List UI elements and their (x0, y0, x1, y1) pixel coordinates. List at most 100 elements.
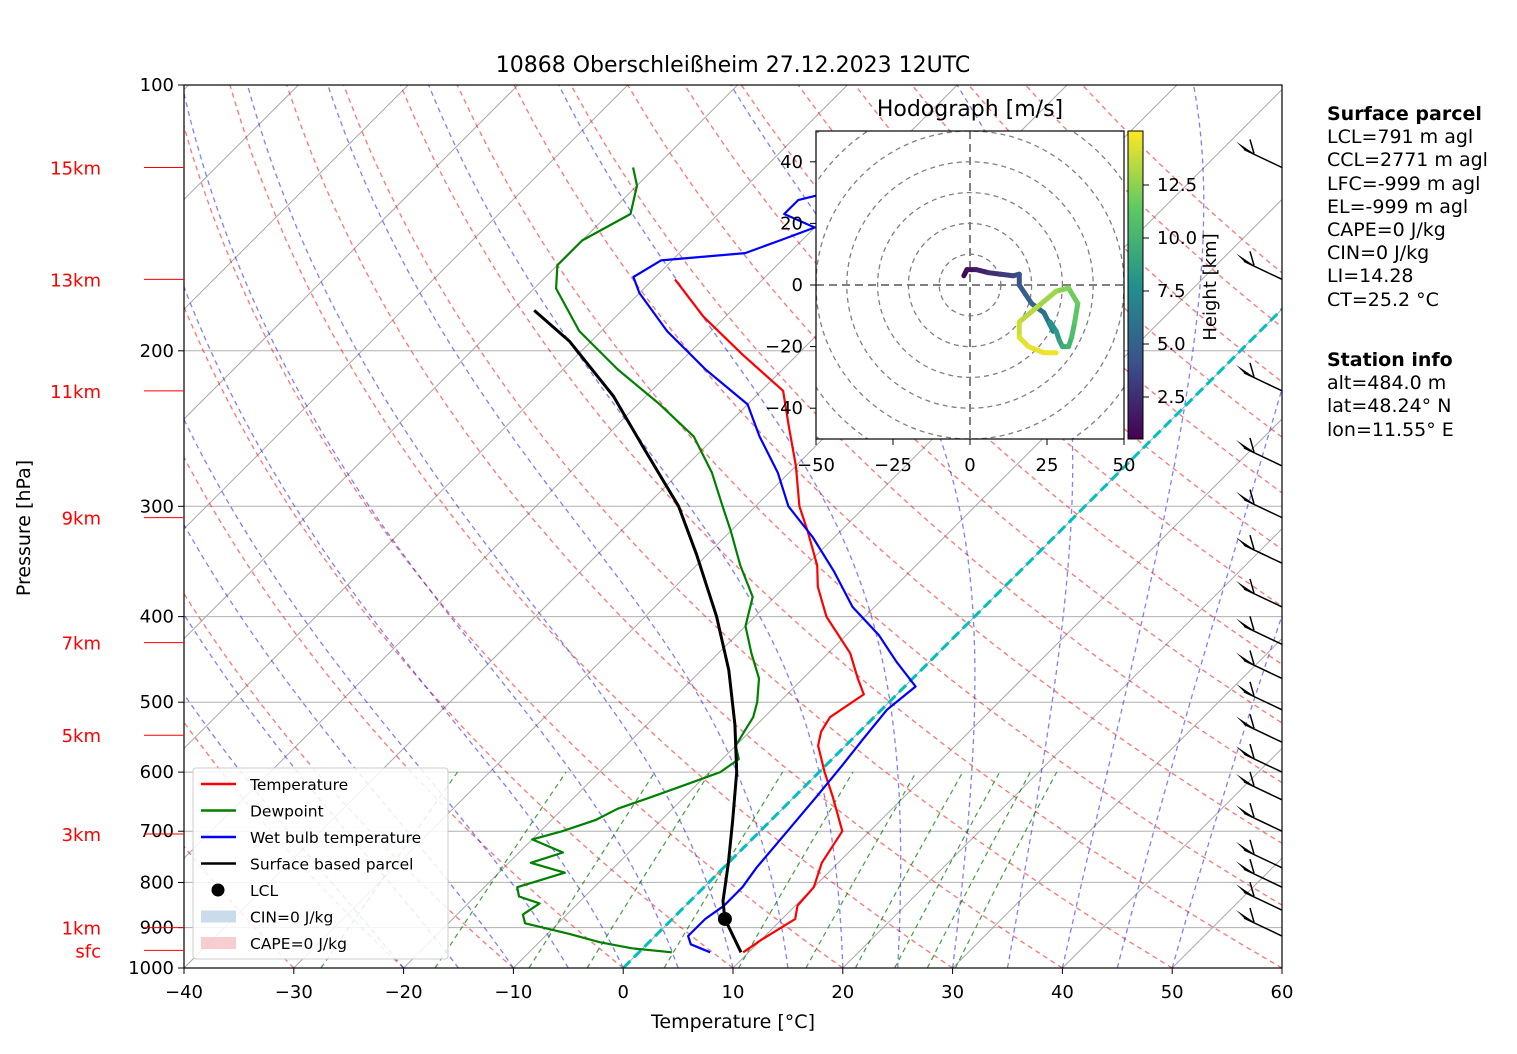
wind-barb (1236, 881, 1283, 911)
surface-line: LFC=-999 m agl (1327, 172, 1481, 195)
dry-adiabat-line (911, 85, 1282, 438)
barb-pennant (1236, 439, 1254, 452)
wind-barb (1236, 714, 1283, 743)
hodograph-y-tick-label: −40 (765, 398, 803, 419)
sounding-profiles (516, 166, 941, 954)
height-label: sfc (75, 941, 101, 962)
barb-staff (1243, 891, 1283, 911)
height-label: 11km (50, 382, 101, 403)
surface-line: CT=25.2 °C (1327, 288, 1439, 311)
wind-barb (1236, 681, 1283, 711)
wind-barb (1236, 803, 1283, 832)
x-tick-label: 40 (1051, 982, 1074, 1003)
barb-staff (1243, 659, 1283, 680)
isotherm-line (513, 198, 1282, 968)
y-tick-label: 200 (140, 341, 174, 362)
y-tick-label: 1000 (128, 958, 174, 979)
hodograph-segment (1066, 285, 1081, 306)
wind-barb (1236, 535, 1283, 564)
barb-pennant (1236, 491, 1254, 504)
station-line: alt=484.0 m (1327, 372, 1447, 395)
wind-barb (1236, 907, 1283, 937)
surface-line: LI=14.28 (1327, 265, 1414, 288)
moist-adiabat-line (1061, 85, 1205, 968)
isotherm-line (732, 418, 1282, 968)
colorbar-tick-label: 2.5 (1157, 387, 1186, 408)
hodograph-segment (1072, 300, 1081, 325)
barb-flag (1249, 771, 1255, 787)
mixing-ratio-line (954, 771, 1058, 968)
wind-barb (1236, 251, 1283, 281)
surface-line: CCL=2771 m agl (1327, 149, 1488, 172)
y-tick-label: 500 (140, 692, 174, 713)
moist-adiabat-line (184, 285, 624, 968)
barb-pennant (1236, 884, 1254, 897)
surface-parcel-profile (533, 309, 743, 953)
station-info-header: Station info (1327, 349, 1453, 371)
barb-pennant (1236, 773, 1254, 786)
mixing-ratio-line (586, 771, 711, 968)
y-tick-label: 100 (140, 75, 174, 96)
hodograph-segment (1016, 304, 1041, 325)
hodograph-y-tick-label: −20 (765, 337, 803, 358)
height-label: 1km (62, 919, 101, 940)
barb-flag (1249, 578, 1255, 594)
barb-staff (1243, 723, 1283, 743)
barb-pennant (1236, 841, 1254, 854)
moist-adiabat-line (558, 85, 902, 968)
dry-adiabat-line (399, 85, 1282, 968)
barb-flag (1249, 362, 1255, 378)
barb-pennant (1236, 861, 1254, 874)
hodograph-ring (876, 191, 1064, 379)
hodograph-x-tick-label: −50 (797, 455, 835, 476)
barb-pennant (1236, 746, 1254, 759)
y-tick-label: 800 (140, 872, 174, 893)
barb-staff (1243, 544, 1283, 564)
isotherm-line (184, 85, 409, 310)
colorbar-tick-label: 12.5 (1157, 175, 1197, 196)
barb-flag (1249, 714, 1255, 729)
legend-box (192, 767, 449, 960)
dry-adiabat-line (184, 721, 405, 968)
hodograph-x-tick-label: 0 (964, 455, 975, 476)
dewpoint-profile (516, 167, 761, 954)
dry-adiabat-line (570, 85, 1282, 784)
mixing-ratio-line (926, 771, 1031, 968)
moist-adiabat-line (184, 417, 569, 968)
isotherm-line (1062, 747, 1282, 968)
legend-label: LCL (250, 882, 278, 900)
dry-adiabat-line (184, 123, 844, 968)
barb-staff (1243, 753, 1283, 773)
barb-flag (1249, 489, 1255, 504)
moist-adiabat-line (1116, 386, 1282, 968)
barb-flag (1249, 681, 1255, 696)
barb-flag (1249, 139, 1255, 154)
y-tick-label: 700 (140, 821, 174, 842)
barb-flag (1249, 251, 1255, 266)
dry-adiabat-line (456, 85, 1282, 906)
hodograph-segment (1069, 319, 1078, 340)
wind-barb (1236, 139, 1283, 169)
barb-flag (1249, 616, 1255, 631)
barb-staff (1243, 812, 1283, 832)
dry-adiabat-line (229, 85, 953, 968)
y-tick-label: 400 (140, 607, 174, 628)
wind-barbs (1236, 139, 1283, 937)
station-info-panel: Station info alt=484.0 m lat=48.24° N lo… (1327, 349, 1454, 442)
barb-flag (1249, 743, 1255, 759)
hodograph-inset: −50 −25 0 25 50 40 20 0 −20 −40 Hodograph [m/s] 2… (765, 97, 1221, 476)
isotherm-line (184, 85, 848, 750)
legend-swatch (201, 937, 236, 949)
wind-barb (1236, 616, 1283, 646)
wind-barb (1236, 437, 1283, 467)
barb-flag (1249, 650, 1255, 665)
wind-barb (1236, 362, 1283, 392)
surface-line: LCL=791 m agl (1327, 126, 1474, 149)
y-axis-label: Pressure [hPa] (13, 460, 35, 596)
wind-barb (1236, 578, 1283, 608)
barb-pennant (1236, 652, 1254, 665)
legend-label: Wet bulb temperature (250, 829, 421, 847)
colorbar (1127, 130, 1144, 440)
barb-pennant (1236, 683, 1254, 696)
hodograph-segment (1035, 288, 1059, 310)
